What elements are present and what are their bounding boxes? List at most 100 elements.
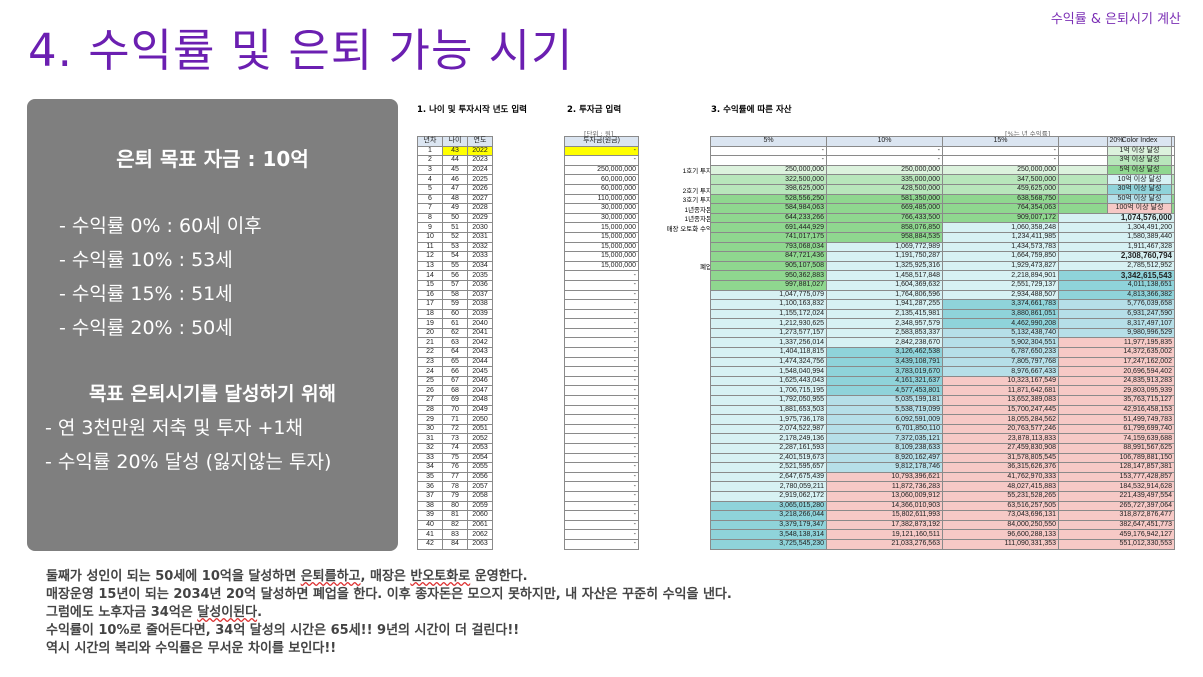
asset-cell: 250,000,000 [942,164,1059,176]
table-row: 17 59 2038 [417,299,493,310]
asset-cell: 905,107,508 [710,260,827,272]
year-index-cell: 8 [417,212,443,224]
table-row: 38 80 2059 [417,500,493,512]
table-row: 2,919,062,172 13,060,009,912 55,231,528,26… [710,490,1175,502]
asset-cell: 1,625,443,043 [710,375,827,387]
table-row: 1,212,930,625 2,348,957,579 4,462,990,208 8… [710,318,1175,329]
asset-cell: 4,577,453,801 [826,385,943,397]
year-cell: 2035 [467,270,493,281]
year-cell: 2037 [467,289,493,301]
asset-cell: 2,135,415,981 [826,308,943,320]
table-row: - [564,279,639,291]
table-row: - [564,538,639,550]
summary-line-5: 역시 시간의 복리와 수익률은 무서운 차이를 보인다!! [46,641,337,656]
year-cell: 2058 [467,490,493,502]
asset-cell: 638,568,750 [942,193,1059,205]
table-row: 322,500,000335,000,000347,500,000360,000… [710,174,1175,185]
asset-cell: 691,444,929 [710,222,827,233]
legend-row: 1억 이상 달성 [1107,145,1172,157]
asset-cell: 3,218,266,044 [710,510,827,521]
asset-cell: 950,362,883 [710,270,827,281]
age-cell: 55 [442,260,468,272]
table-row: - [564,452,639,464]
legend-item: 100억 이상 달성 [1107,203,1172,214]
investment-cell: - [564,366,639,377]
asset-cell: 73,043,696,131 [942,510,1059,521]
table-row: - [564,500,639,512]
investment-cell: 15,000,000 [564,241,639,253]
asset-cell: 6,931,247,590 [1058,308,1175,320]
year-cell: 2033 [467,251,493,262]
column-header: 10% [826,136,943,147]
asset-cell: 528,556,250 [710,193,827,205]
asset-cell: 35,763,715,127 [1058,395,1175,406]
asset-cell: 15,700,247,445 [942,404,1059,416]
slide-title: 4. 수익률 및 은퇴 가능 시기 [28,24,574,77]
asset-cell: 5,132,438,740 [942,327,1059,339]
age-cell: 74 [442,443,468,454]
table-row: 2,401,519,673 8,920,162,497 31,578,805,545… [710,452,1175,464]
year-cell: 2047 [467,385,493,397]
asset-cell: 3,379,179,347 [710,519,827,531]
asset-cell: 9,980,996,529 [1058,327,1175,339]
asset-cell: 19,121,160,511 [826,529,943,540]
asset-cell: 250,000,000 [826,164,943,176]
table-row: 793,068,034 1,069,772,989 1,434,573,783 1,9… [710,241,1175,253]
table-row: 1,273,577,157 2,583,853,337 5,132,438,740 9… [710,327,1175,339]
age-cell: 45 [442,164,468,176]
table-row: - [564,155,639,166]
investment-note: 1호기 투자 [682,168,712,176]
table-row: 33 75 2054 [417,452,493,464]
table-row: 1,047,775,079 1,764,806,596 2,934,488,507 4… [710,289,1175,301]
investment-cell: - [564,308,639,320]
asset-cell: 23,878,113,833 [942,433,1059,444]
table-row: 4 46 2025 [417,174,493,185]
table-row: 15,000,000 [564,222,639,233]
asset-cell: 2,178,249,136 [710,433,827,444]
year-index-cell: 24 [417,366,443,377]
asset-cell: 1,664,759,850 [942,251,1059,262]
year-cell: 2046 [467,375,493,387]
table-row: 60,000,000 [564,174,639,185]
retirement-goal-heading: 은퇴 목표 자금 : 10억 [116,147,309,171]
age-cell: 65 [442,356,468,368]
investment-cell: - [564,375,639,387]
investment-cell: 15,000,000 [564,251,639,262]
age-cell: 62 [442,327,468,339]
asset-cell: 581,350,000 [826,193,943,205]
table-row: 1,337,256,014 2,842,238,670 5,902,304,551 1… [710,337,1175,349]
column-header: 년차 [417,136,443,147]
year-index-cell: 31 [417,433,443,444]
year-cell: 2039 [467,308,493,320]
investment-cell: - [564,395,639,406]
investment-note: 매장 오토화 수익 [666,225,712,233]
year-index-cell: 23 [417,356,443,368]
year-index-cell: 1 [417,145,443,157]
table-row: 584,984,063669,485,000764,354,063870,480… [710,203,1175,214]
table-row: 5 47 2026 [417,183,493,195]
column-header: 나이 [442,136,468,147]
legend-item: 5억 이상 달성 [1107,164,1172,176]
table-row: 15,000,000 [564,251,639,262]
age-cell: 84 [442,538,468,550]
asset-cell: 1,047,775,079 [710,289,827,301]
table-row: 30,000,000 [564,212,639,224]
summary-line-2: 매장운영 15년이 되는 2034년 20억 달성하면 폐업을 한다. 이후 종… [46,587,732,602]
year-index-cell: 36 [417,481,443,492]
investment-cell: - [564,423,639,435]
year-cell: 2024 [467,164,493,176]
asset-cell: 6,701,850,110 [826,423,943,435]
age-cell: 67 [442,375,468,387]
investment-cell: 30,000,000 [564,212,639,224]
table-row: - [564,375,639,387]
investment-note: 3호기 투자 [682,197,712,205]
asset-cell: 29,803,095,939 [1058,385,1175,397]
year-cell: 2048 [467,395,493,406]
asset-cell: 335,000,000 [826,174,943,185]
asset-cell: 8,109,238,633 [826,443,943,454]
table-row: 29 71 2050 [417,414,493,425]
column-header: 15% [942,136,1059,147]
investment-cell: - [564,145,639,157]
table-row: 23 65 2044 [417,356,493,368]
investment-cell: - [564,529,639,540]
